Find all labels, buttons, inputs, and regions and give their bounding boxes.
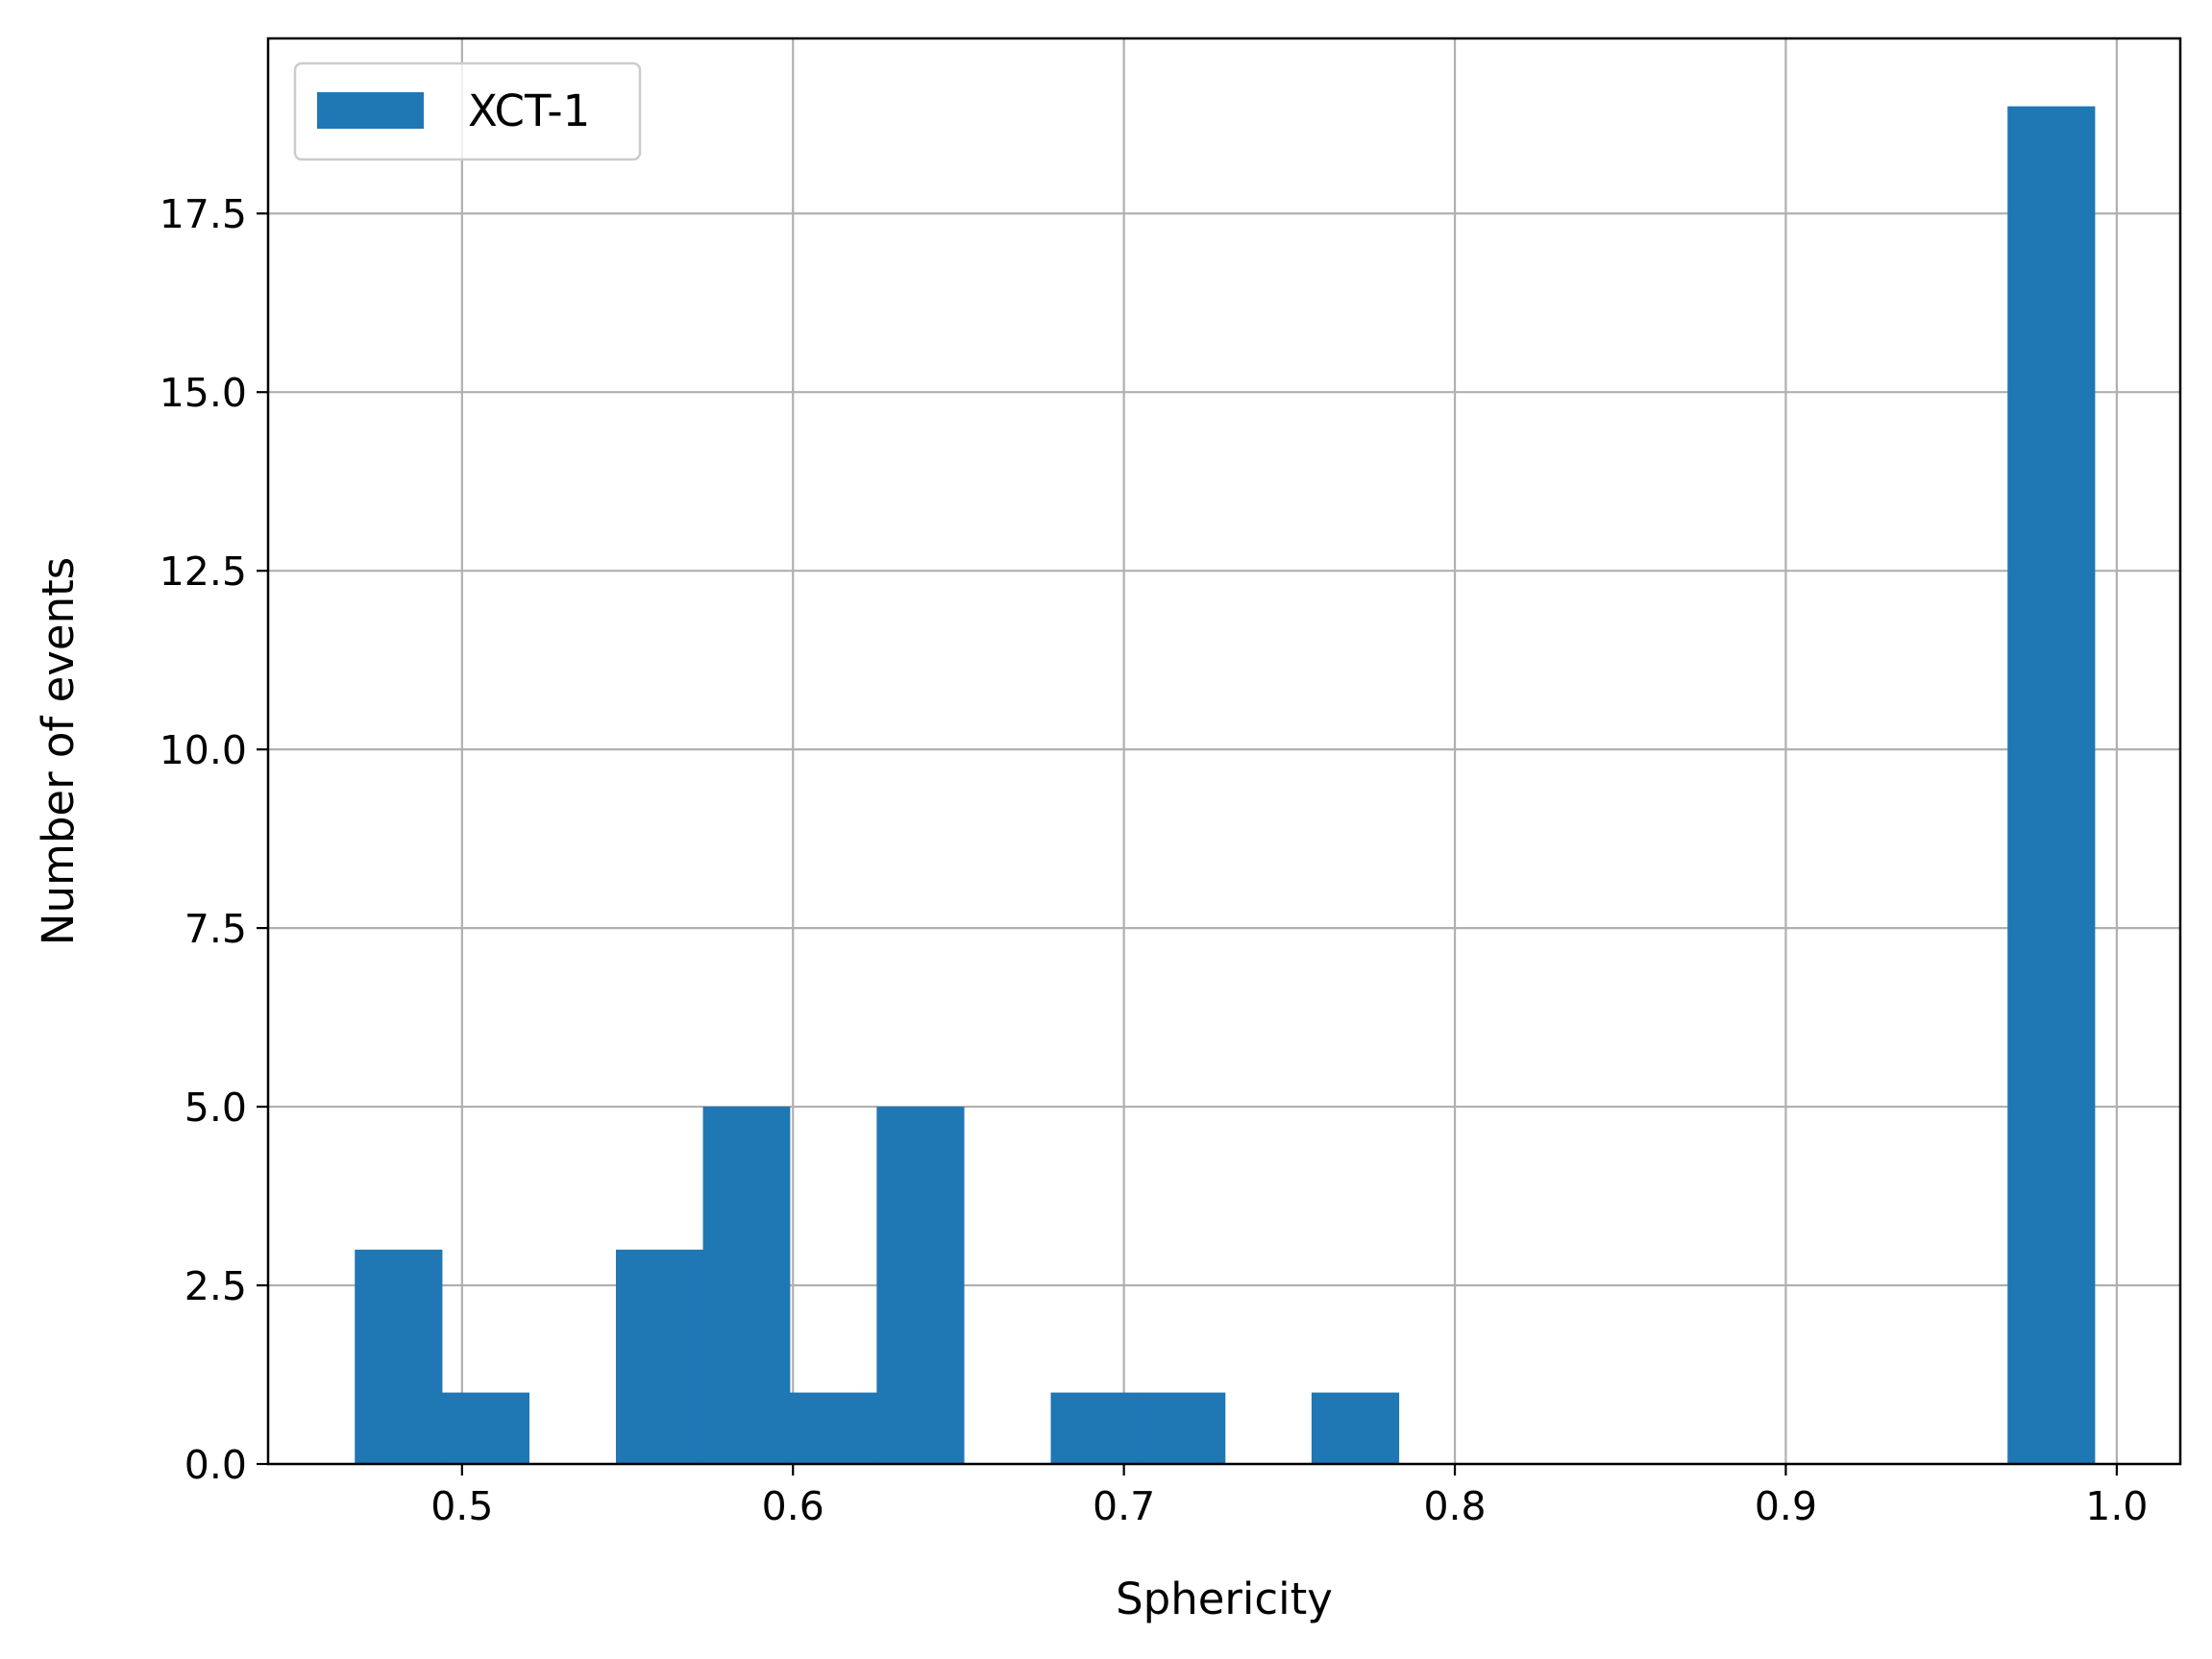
grid <box>268 38 2180 1466</box>
legend-swatch <box>317 92 424 129</box>
histogram-bar <box>1311 1392 1400 1464</box>
y-tick-label: 17.5 <box>160 191 247 237</box>
x-tick-label: 0.9 <box>1755 1483 1817 1529</box>
legend-box <box>293 61 642 161</box>
y-tick-label: 12.5 <box>160 549 247 595</box>
y-tick-label: 7.5 <box>184 906 247 952</box>
histogram-bar <box>702 1107 791 1464</box>
histogram-bar <box>1050 1392 1139 1464</box>
x-tick-label: 0.8 <box>1423 1483 1486 1529</box>
plot-frame <box>266 37 2182 1466</box>
legend: XCT-1 <box>293 61 642 161</box>
histogram-bar <box>789 1392 877 1464</box>
histogram-bar <box>355 1249 443 1464</box>
legend-label: XCT-1 <box>468 85 590 136</box>
y-tick-label: 0.0 <box>184 1442 247 1488</box>
x-tick-label: 0.5 <box>430 1483 493 1529</box>
x-tick-label: 0.7 <box>1093 1483 1155 1529</box>
histogram-bar <box>441 1392 529 1464</box>
x-axis-label: Sphericity <box>1116 1574 1333 1624</box>
y-tick-label: 15.0 <box>160 370 247 416</box>
y-tick-label: 2.5 <box>184 1263 247 1309</box>
bars <box>355 106 2096 1465</box>
histogram-bar <box>876 1107 965 1464</box>
plot-background <box>268 38 2180 1464</box>
y-tick-label: 5.0 <box>184 1085 247 1131</box>
histogram-bar <box>1138 1392 1226 1464</box>
x-tick-label: 1.0 <box>2085 1483 2148 1529</box>
y-tick-label: 10.0 <box>160 727 247 773</box>
histogram-bar <box>2007 106 2096 1465</box>
axis-ticks: 0.5 0.6 0.7 0.8 0.9 1.0 0.0 2.5 5.0 7.5 10.0 12.5 15… <box>160 191 2149 1529</box>
y-axis-label: Number of events <box>33 557 84 945</box>
histogram-bar <box>615 1249 704 1464</box>
x-tick-label: 0.6 <box>762 1483 824 1529</box>
